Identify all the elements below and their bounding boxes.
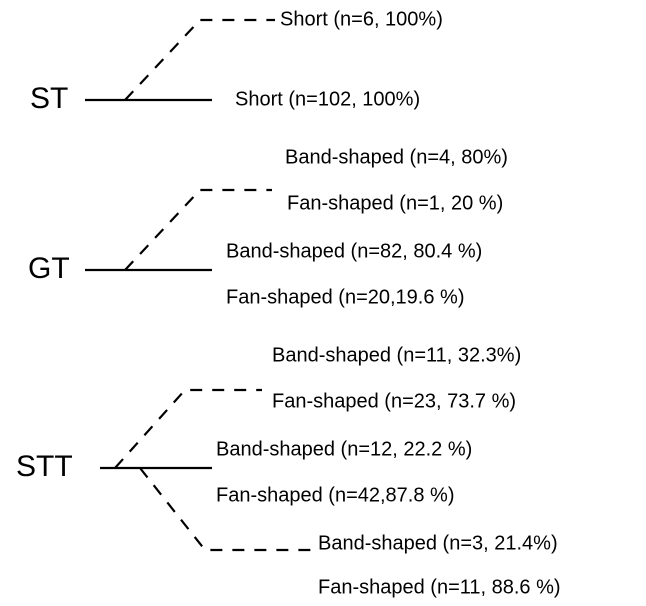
group-label: GT: [28, 252, 70, 285]
branch-label: Fan-shaped (n=1, 20 %): [287, 192, 503, 214]
branch-label: Fan-shaped (n=20,19.6 %): [226, 286, 465, 308]
branch-label: Band-shaped (n=4, 80%): [285, 146, 508, 168]
dashed-branch: [124, 188, 272, 271]
group-label: STT: [16, 450, 73, 483]
branch-label: Band-shaped (n=82, 80.4 %): [226, 240, 482, 262]
branch-label: Fan-shaped (n=23, 73.7 %): [272, 390, 516, 412]
branch-label: Band-shaped (n=12, 22.2 %): [216, 438, 472, 460]
branch-label: Band-shaped (n=11, 32.3%): [272, 344, 521, 366]
branch-label: Fan-shaped (n=42,87.8 %): [216, 484, 455, 506]
branch-label: Band-shaped (n=3, 21.4%): [318, 532, 558, 554]
dashed-branch: [124, 18, 275, 101]
branch-label: Short (n=102, 100%): [235, 88, 420, 110]
dashed-branch: [114, 388, 262, 469]
group-label: ST: [30, 82, 68, 115]
branch-label: Fan-shaped (n=11, 88.6 %): [318, 576, 561, 598]
branch-label: Short (n=6, 100%): [280, 8, 443, 30]
dashed-branch: [139, 467, 312, 552]
